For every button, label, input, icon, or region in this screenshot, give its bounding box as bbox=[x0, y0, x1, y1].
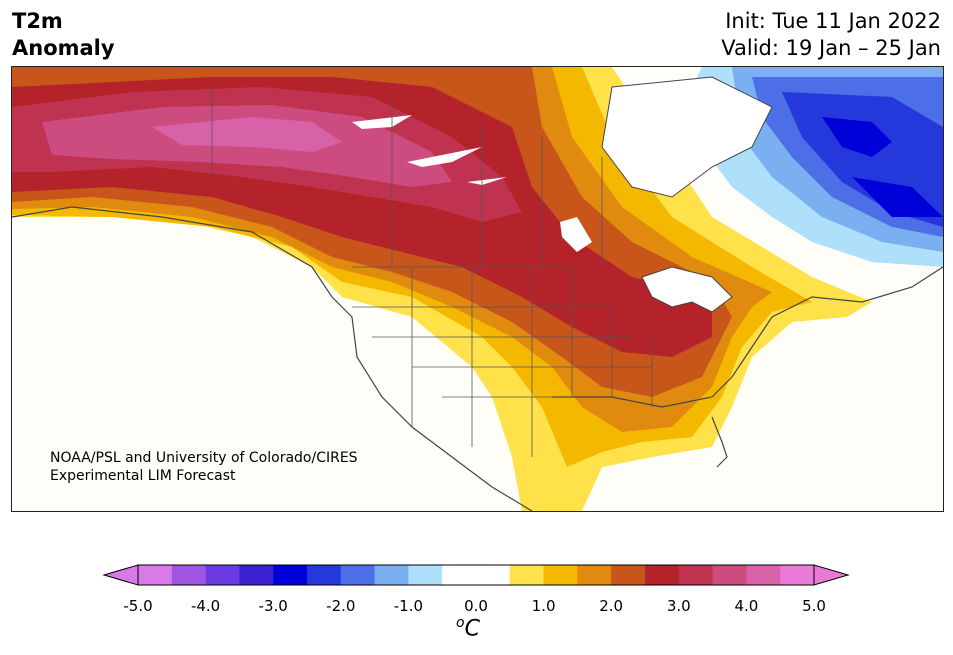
date-info: Init: Tue 11 Jan 2022 Valid: 19 Jan – 25… bbox=[721, 8, 941, 62]
valid-range: Valid: 19 Jan – 25 Jan bbox=[721, 36, 941, 60]
colorbar-extend-low bbox=[102, 564, 139, 586]
colorbar-cell bbox=[509, 565, 545, 585]
colorbar-cell bbox=[442, 565, 477, 585]
colorbar-cell bbox=[171, 565, 207, 585]
colorbar-tick-label: 4.0 bbox=[734, 597, 759, 615]
colorbar-cell bbox=[476, 565, 511, 585]
colorbar bbox=[102, 564, 850, 586]
lake-shape-4 bbox=[560, 217, 592, 252]
colorbar-tick-label: -1.0 bbox=[393, 597, 424, 615]
map-title: T2m Anomaly bbox=[12, 8, 115, 62]
colorbar-cell bbox=[307, 565, 342, 585]
great-lakes bbox=[641, 266, 733, 313]
state-borders bbox=[211, 87, 653, 457]
colorbar-tick-label: 5.0 bbox=[802, 597, 826, 615]
colorbar-tick-label: 3.0 bbox=[666, 597, 691, 615]
init-date: Init: Tue 11 Jan 2022 bbox=[725, 9, 941, 33]
colorbar-cell bbox=[138, 565, 173, 585]
colorbar-cell bbox=[611, 565, 646, 585]
colorbar-cell bbox=[577, 565, 612, 585]
colorbar-cells bbox=[138, 565, 815, 585]
colorbar-cell bbox=[780, 565, 815, 585]
map-canvas bbox=[12, 67, 943, 511]
colorbar-cell bbox=[712, 565, 747, 585]
colorbar-tick-label: 0.0 bbox=[464, 597, 488, 615]
credit-line-1: NOAA/PSL and University of Colorado/CIRE… bbox=[50, 450, 358, 466]
colorbar-cell bbox=[543, 565, 578, 585]
colorbar-tick-label: -2.0 bbox=[326, 597, 356, 615]
colorbar-cell bbox=[645, 565, 680, 585]
colorbar-cell bbox=[374, 565, 409, 585]
credit-text: NOAA/PSL and University of Colorado/CIRE… bbox=[50, 449, 358, 485]
colorbar-cell bbox=[239, 565, 274, 585]
colorbar-unit: oC bbox=[456, 615, 480, 641]
hudson-bay bbox=[601, 76, 773, 198]
anomaly-map: NOAA/PSL and University of Colorado/CIRE… bbox=[11, 66, 944, 512]
unit-letter: C bbox=[464, 616, 480, 642]
colorbar-tick-label: -5.0 bbox=[123, 597, 153, 615]
colorbar-tick-label: 2.0 bbox=[599, 597, 624, 615]
anomaly-band-8 bbox=[152, 117, 342, 152]
colorbar-cell bbox=[408, 565, 443, 585]
colorbar-cell bbox=[205, 565, 240, 585]
lake-shape-1 bbox=[352, 115, 412, 129]
lake-shape-3 bbox=[467, 177, 507, 185]
lake-shape-2 bbox=[407, 147, 482, 167]
anomaly-band-cold-5 bbox=[822, 117, 943, 217]
title-line-2: Anomaly bbox=[12, 36, 115, 60]
colorbar-tick-label: -3.0 bbox=[258, 597, 288, 615]
colorbar-tick-label: -4.0 bbox=[190, 597, 221, 615]
colorbar-cell bbox=[746, 565, 781, 585]
credit-line-2: Experimental LIM Forecast bbox=[50, 468, 236, 484]
coastlines bbox=[12, 206, 943, 511]
colorbar-tick-label: 1.0 bbox=[531, 597, 556, 615]
title-line-1: T2m bbox=[12, 9, 63, 33]
unit-degree: o bbox=[456, 615, 465, 631]
colorbar-cell bbox=[340, 565, 376, 585]
colorbar-cell bbox=[273, 565, 308, 585]
colorbar-cell bbox=[678, 565, 714, 585]
colorbar-extend-high bbox=[813, 564, 850, 586]
